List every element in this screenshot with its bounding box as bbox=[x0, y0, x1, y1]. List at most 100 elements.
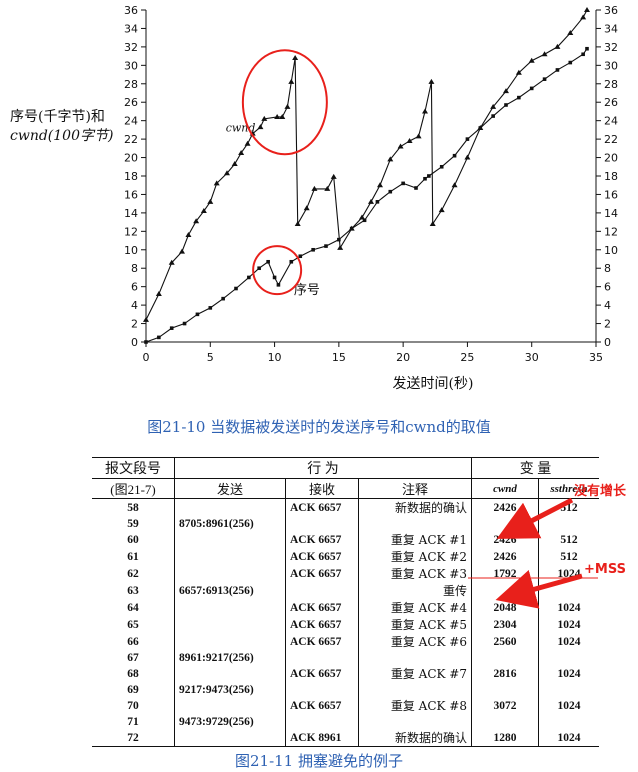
point-seq bbox=[311, 247, 315, 252]
cell-send bbox=[174, 498, 286, 516]
point-cwnd bbox=[311, 185, 318, 191]
y-tick-label-left: 32 bbox=[124, 41, 138, 54]
x-tick-label: 5 bbox=[207, 351, 214, 364]
point-seq bbox=[234, 286, 238, 291]
cell-cwnd bbox=[471, 714, 539, 729]
cell-send bbox=[174, 729, 286, 747]
y-tick-label-left: 36 bbox=[124, 4, 138, 17]
point-cwnd bbox=[168, 259, 175, 265]
y-tick-label-right: 26 bbox=[604, 96, 618, 109]
series-line-0 bbox=[145, 9, 588, 321]
cell-ssthresh: 1024 bbox=[557, 699, 581, 712]
point-seq bbox=[491, 114, 495, 118]
cell-recv bbox=[285, 682, 359, 697]
cell-recv: ACK 6657 bbox=[285, 697, 359, 714]
y-tick-label-left: 24 bbox=[124, 115, 138, 128]
y-tick-label-left: 28 bbox=[124, 78, 138, 91]
subheader-cwnd: cwnd bbox=[471, 478, 539, 499]
y-tick-label-right: 16 bbox=[604, 188, 618, 201]
cell-recv: ACK 6657 bbox=[285, 616, 359, 633]
point-cwnd bbox=[257, 124, 264, 130]
point-seq bbox=[555, 68, 560, 72]
point-cwnd bbox=[330, 173, 337, 179]
point-cwnd bbox=[567, 30, 574, 36]
point-seq bbox=[195, 312, 200, 317]
cell-recv: ACK 6657 bbox=[285, 498, 359, 516]
point-cwnd bbox=[429, 220, 436, 226]
cell-seg: 64 bbox=[92, 599, 175, 616]
cell-seg: 67 bbox=[92, 650, 175, 665]
cell-note: 重复 ACK #5 bbox=[358, 616, 472, 633]
point-cwnd bbox=[584, 7, 590, 12]
point-seq bbox=[247, 275, 251, 280]
table-row: 61 ACK 6657 重复 ACK #2 2426 512 bbox=[92, 548, 599, 565]
point-cwnd bbox=[438, 207, 445, 213]
point-seq bbox=[375, 200, 380, 204]
highlight-circle-cwnd bbox=[241, 49, 328, 156]
y-tick-label-left: 18 bbox=[124, 170, 138, 183]
table-row: 62 ACK 6657 重复 ACK #3 1792 1024 bbox=[92, 565, 599, 582]
cell-seg: 72 bbox=[92, 729, 175, 747]
point-seq bbox=[401, 181, 405, 186]
table-row: 59 8705:8961(256) bbox=[92, 516, 599, 531]
cell-recv bbox=[285, 582, 359, 599]
cell-ssthresh: 1024 bbox=[557, 635, 581, 648]
cell-send bbox=[174, 697, 286, 714]
y-tick-label-left: 4 bbox=[131, 299, 138, 312]
cell-cwnd: 2426 bbox=[471, 498, 539, 516]
cell-ssthresh bbox=[539, 650, 600, 665]
cell-ssthresh: 1024 bbox=[557, 667, 581, 680]
cell-note: 重复 ACK #2 bbox=[358, 548, 472, 565]
y-tick-label-right: 22 bbox=[604, 133, 618, 146]
cell-note bbox=[358, 650, 472, 665]
point-cwnd bbox=[515, 69, 522, 75]
y-tick-label-right: 8 bbox=[604, 262, 611, 275]
point-seq bbox=[529, 86, 534, 91]
y-tick-label-right: 34 bbox=[604, 22, 618, 35]
point-cwnd bbox=[143, 316, 149, 322]
point-seq bbox=[414, 186, 418, 190]
cell-note: 重复 ACK #1 bbox=[358, 531, 472, 548]
y-tick-label-left: 20 bbox=[124, 152, 138, 165]
cell-send: 6657:6913(256) bbox=[174, 582, 286, 599]
y-tick-label-right: 28 bbox=[604, 78, 618, 91]
cell-cwnd: 2426 bbox=[471, 548, 539, 565]
point-seq bbox=[169, 326, 174, 330]
cell-note: 新数据的确认 bbox=[358, 498, 472, 516]
cell-send: 9217:9473(256) bbox=[174, 682, 286, 697]
y-tick-label-right: 30 bbox=[604, 59, 618, 72]
cell-note: 重复 ACK #8 bbox=[358, 697, 472, 714]
point-cwnd bbox=[292, 54, 299, 60]
point-cwnd bbox=[274, 113, 281, 119]
point-cwnd bbox=[490, 103, 497, 109]
point-cwnd bbox=[279, 113, 286, 119]
cell-ssthresh bbox=[539, 714, 600, 729]
cell-note bbox=[358, 516, 472, 531]
cell-seg: 66 bbox=[92, 633, 175, 650]
y-tick-label-left: 14 bbox=[124, 207, 138, 220]
point-cwnd bbox=[528, 57, 535, 63]
cell-seg: 69 bbox=[92, 682, 175, 697]
point-cwnd bbox=[464, 154, 471, 160]
table-row: 60 ACK 6657 重复 ACK #1 2426 512 bbox=[92, 531, 599, 548]
y-tick-label-left: 8 bbox=[131, 262, 138, 275]
cell-cwnd bbox=[471, 650, 539, 665]
point-seq bbox=[349, 226, 354, 231]
cell-send: 8705:8961(256) bbox=[174, 516, 286, 531]
cell-cwnd bbox=[471, 516, 539, 531]
congestion-table: 报文段号 行 为 变 量 (图21-7) 发送 接收 注释 cwnd ssthr… bbox=[92, 457, 599, 747]
cell-recv: ACK 6657 bbox=[285, 665, 359, 682]
point-cwnd bbox=[368, 198, 374, 204]
point-cwnd bbox=[224, 170, 230, 176]
point-cwnd bbox=[185, 232, 192, 238]
point-seq bbox=[272, 275, 277, 280]
cell-cwnd: 2426 bbox=[471, 531, 539, 548]
cell-cwnd: 1280 bbox=[471, 729, 539, 747]
y-tick-label-right: 20 bbox=[604, 152, 618, 165]
cell-recv bbox=[285, 516, 359, 531]
cell-note: 重复 ACK #4 bbox=[358, 599, 472, 616]
point-cwnd bbox=[244, 140, 251, 146]
cell-send bbox=[174, 616, 286, 633]
table-row: 72 ACK 8961 新数据的确认 1280 1024 bbox=[92, 729, 599, 747]
table-row: 65 ACK 6657 重复 ACK #5 2304 1024 bbox=[92, 616, 599, 633]
